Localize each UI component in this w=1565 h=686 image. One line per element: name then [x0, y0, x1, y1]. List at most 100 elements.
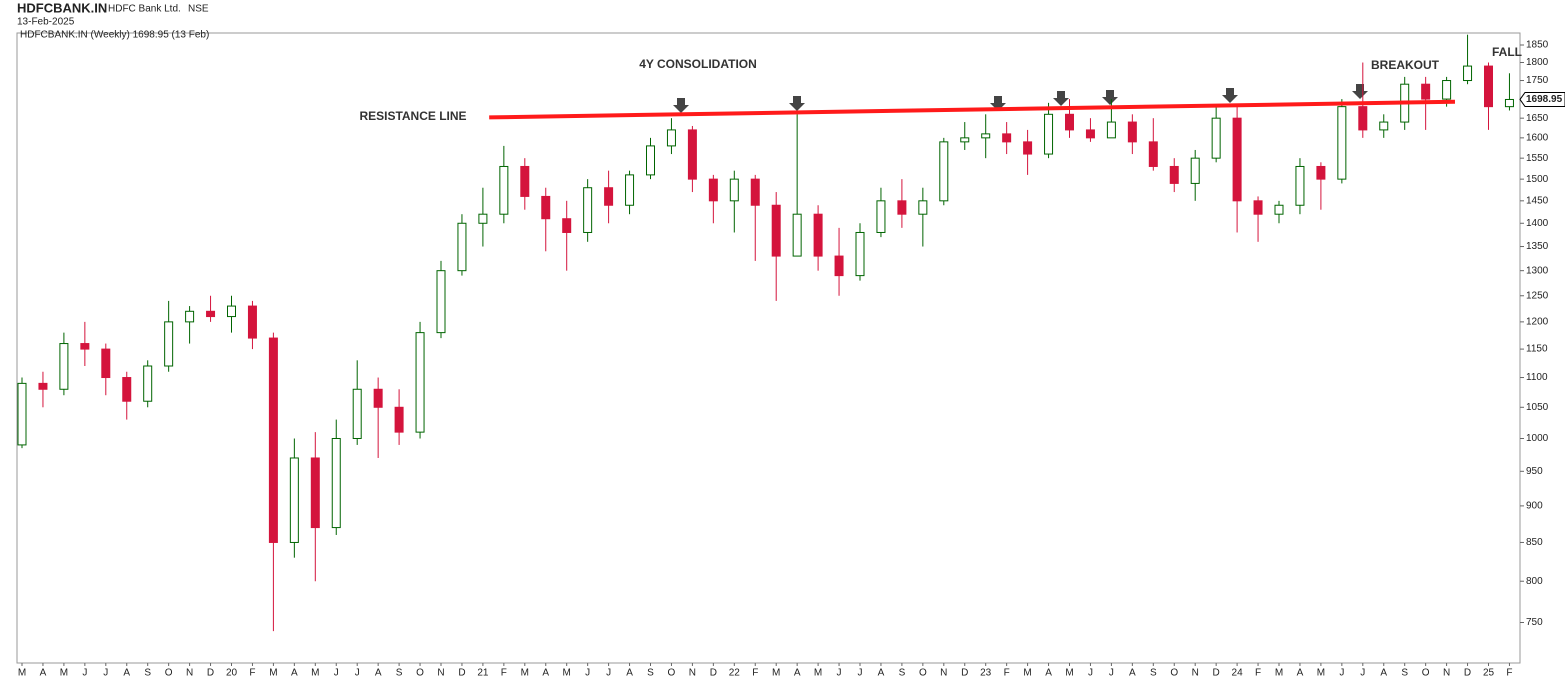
- candle-body: [729, 178, 739, 202]
- x-tick-label: J: [858, 668, 863, 679]
- x-tick-label: F: [1004, 668, 1010, 679]
- candle-body: [1253, 200, 1263, 215]
- x-tick-label: A: [794, 668, 801, 679]
- x-tick-label: D: [1213, 668, 1220, 679]
- x-tick-label: A: [878, 668, 885, 679]
- x-tick-label: O: [919, 668, 927, 679]
- x-tick-label: A: [1129, 668, 1136, 679]
- y-tick-label: 1350: [1526, 241, 1549, 252]
- x-tick-label: M: [1023, 668, 1031, 679]
- x-tick-label: N: [1192, 668, 1199, 679]
- y-tick-label: 1100: [1526, 372, 1548, 383]
- candle-body: [687, 129, 697, 180]
- x-tick-label: M: [814, 668, 822, 679]
- arrows: [673, 84, 1368, 113]
- candle-body: [206, 310, 216, 318]
- candle-body: [562, 218, 572, 233]
- candle-body: [1044, 113, 1054, 155]
- x-tick-label: A: [626, 668, 633, 679]
- x-tick-label: S: [647, 668, 654, 679]
- x-tick-label: 23: [980, 668, 992, 679]
- candle-body: [918, 200, 928, 215]
- candle-body: [1065, 113, 1074, 131]
- x-tick-label: J: [1088, 668, 1093, 679]
- candle-body: [834, 255, 844, 277]
- y-tick-label: 1500: [1526, 174, 1549, 185]
- y-tick-label: 1800: [1526, 57, 1549, 68]
- y-tick-label: 1050: [1526, 402, 1549, 413]
- x-tick-label: O: [416, 668, 424, 679]
- candle-body: [164, 321, 174, 367]
- candle-body: [1442, 80, 1452, 100]
- x-tick-label: M: [521, 668, 529, 679]
- x-tick-label: A: [375, 668, 382, 679]
- candle-body: [59, 343, 69, 390]
- x-tick-label: M: [269, 668, 277, 679]
- y-tick-label: 1600: [1526, 132, 1549, 143]
- candle-body: [310, 457, 320, 529]
- candle-body: [1106, 121, 1116, 139]
- x-tick-label: J: [837, 668, 842, 679]
- x-tick-label: J: [606, 668, 611, 679]
- annotation: FALL: [1492, 45, 1522, 59]
- candle-body: [541, 195, 551, 220]
- x-tick-label: M: [18, 668, 26, 679]
- y-tick-label: 1400: [1526, 218, 1549, 229]
- candle-body: [247, 305, 257, 339]
- x-tick-label: J: [334, 668, 339, 679]
- candle-body: [394, 406, 404, 433]
- candle-body: [499, 165, 509, 215]
- plot-frame: [16, 32, 1521, 664]
- candle-body: [1337, 106, 1347, 180]
- candle-body: [813, 213, 823, 257]
- x-tick-label: D: [1464, 668, 1471, 679]
- annotation: BREAKOUT: [1371, 58, 1440, 72]
- candle-body: [1358, 106, 1368, 131]
- candle-body: [604, 187, 614, 206]
- candle-body: [478, 213, 488, 224]
- x-tick-label: N: [186, 668, 193, 679]
- price-tag: [1519, 91, 1565, 107]
- candle-body: [771, 204, 781, 257]
- y-tick-label: 1650: [1526, 113, 1549, 124]
- arrow: [1222, 88, 1238, 103]
- x-tick-label: N: [689, 668, 696, 679]
- x-tick-label: A: [542, 668, 549, 679]
- x-tick-label: O: [668, 668, 676, 679]
- candle-body: [981, 133, 991, 139]
- candle-body: [268, 337, 278, 543]
- y-tick-label: 1200: [1526, 317, 1549, 328]
- x-tick-label: M: [1317, 668, 1325, 679]
- company: HDFC Bank Ltd.: [108, 4, 181, 15]
- x-tick-label: M: [311, 668, 319, 679]
- candle-body: [708, 178, 718, 202]
- candle-body: [352, 388, 362, 439]
- x-tick-label: F: [249, 668, 255, 679]
- price-tag-label: 1698.95: [1526, 94, 1563, 105]
- x-tick-label: 24: [1232, 668, 1244, 679]
- candle-body: [1274, 204, 1284, 215]
- candle-body: [1379, 121, 1389, 131]
- y-tick-label: 1850: [1526, 40, 1549, 51]
- arrow: [789, 96, 805, 111]
- x-tick-label: M: [563, 668, 571, 679]
- candle-body: [17, 382, 27, 446]
- x-tick-label: A: [1380, 668, 1387, 679]
- x-tick-label: D: [710, 668, 717, 679]
- candle-body: [1169, 165, 1179, 184]
- x-tick-label: S: [1401, 668, 1408, 679]
- y-tick-label: 1250: [1526, 290, 1549, 301]
- candle-body: [1463, 65, 1473, 82]
- x-tick-label: 22: [729, 668, 741, 679]
- y-tick-label: 1150: [1526, 344, 1548, 355]
- candle-body: [1295, 165, 1305, 206]
- candle-body: [1232, 117, 1242, 202]
- x-tick-label: J: [103, 668, 108, 679]
- exchange: NSE: [188, 4, 209, 15]
- x-tick-label: S: [1150, 668, 1157, 679]
- candle-body: [1148, 141, 1158, 167]
- y-tick-label: 850: [1526, 537, 1543, 548]
- candle-body: [1421, 83, 1431, 100]
- candle-body: [1023, 141, 1033, 155]
